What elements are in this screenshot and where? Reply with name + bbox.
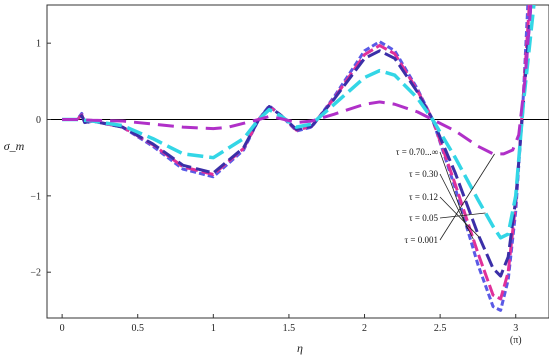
annotation-leader — [439, 196, 480, 238]
annotation-leader — [439, 173, 474, 240]
y-tick-label: 0 — [36, 115, 41, 126]
series-group — [62, 4, 536, 312]
annotation-leader — [439, 151, 468, 230]
x-tick-label: 2 — [362, 323, 367, 334]
x-tick-label: 1.5 — [283, 323, 296, 334]
annotation-label: τ = 0.05 — [409, 213, 438, 223]
x-tick-label: 2.5 — [434, 323, 447, 334]
x-tick-label: 1 — [211, 323, 216, 334]
annotation-label: τ = 0.70...∞ — [396, 147, 438, 157]
series-line-4 — [62, 4, 533, 156]
series-line-0 — [62, 4, 530, 312]
series-line-2 — [62, 4, 533, 278]
x-axis-title: η — [297, 341, 303, 355]
tick-group: 0 0.5 1 1.5 2 2.5 3(π) 1 0 −1 −2 — [30, 39, 521, 346]
series-line-1 — [62, 4, 531, 301]
annotation-leader — [439, 153, 495, 241]
x-pi-label: (π) — [510, 335, 522, 346]
annotation-label: τ = 0.001 — [405, 235, 438, 245]
y-tick-label: −1 — [30, 191, 41, 202]
y-axis-title: σ_m — [4, 139, 25, 153]
y-tick-label: −2 — [30, 268, 41, 279]
annotation-label: τ = 0.30 — [409, 169, 438, 179]
annotation-leader — [439, 212, 486, 219]
x-tick-label: 0.5 — [131, 323, 144, 334]
annotation-label: τ = 0.12 — [409, 192, 438, 202]
series-line-3 — [62, 4, 536, 240]
y-tick-label: 1 — [36, 39, 41, 50]
x-tick-label: 3 — [513, 323, 518, 334]
x-tick-label: 0 — [60, 323, 65, 334]
annotation-group: τ = 0.70...∞ τ = 0.30 τ = 0.12 τ = 0.05 τ = … — [396, 147, 495, 245]
plot-frame — [46, 4, 549, 319]
